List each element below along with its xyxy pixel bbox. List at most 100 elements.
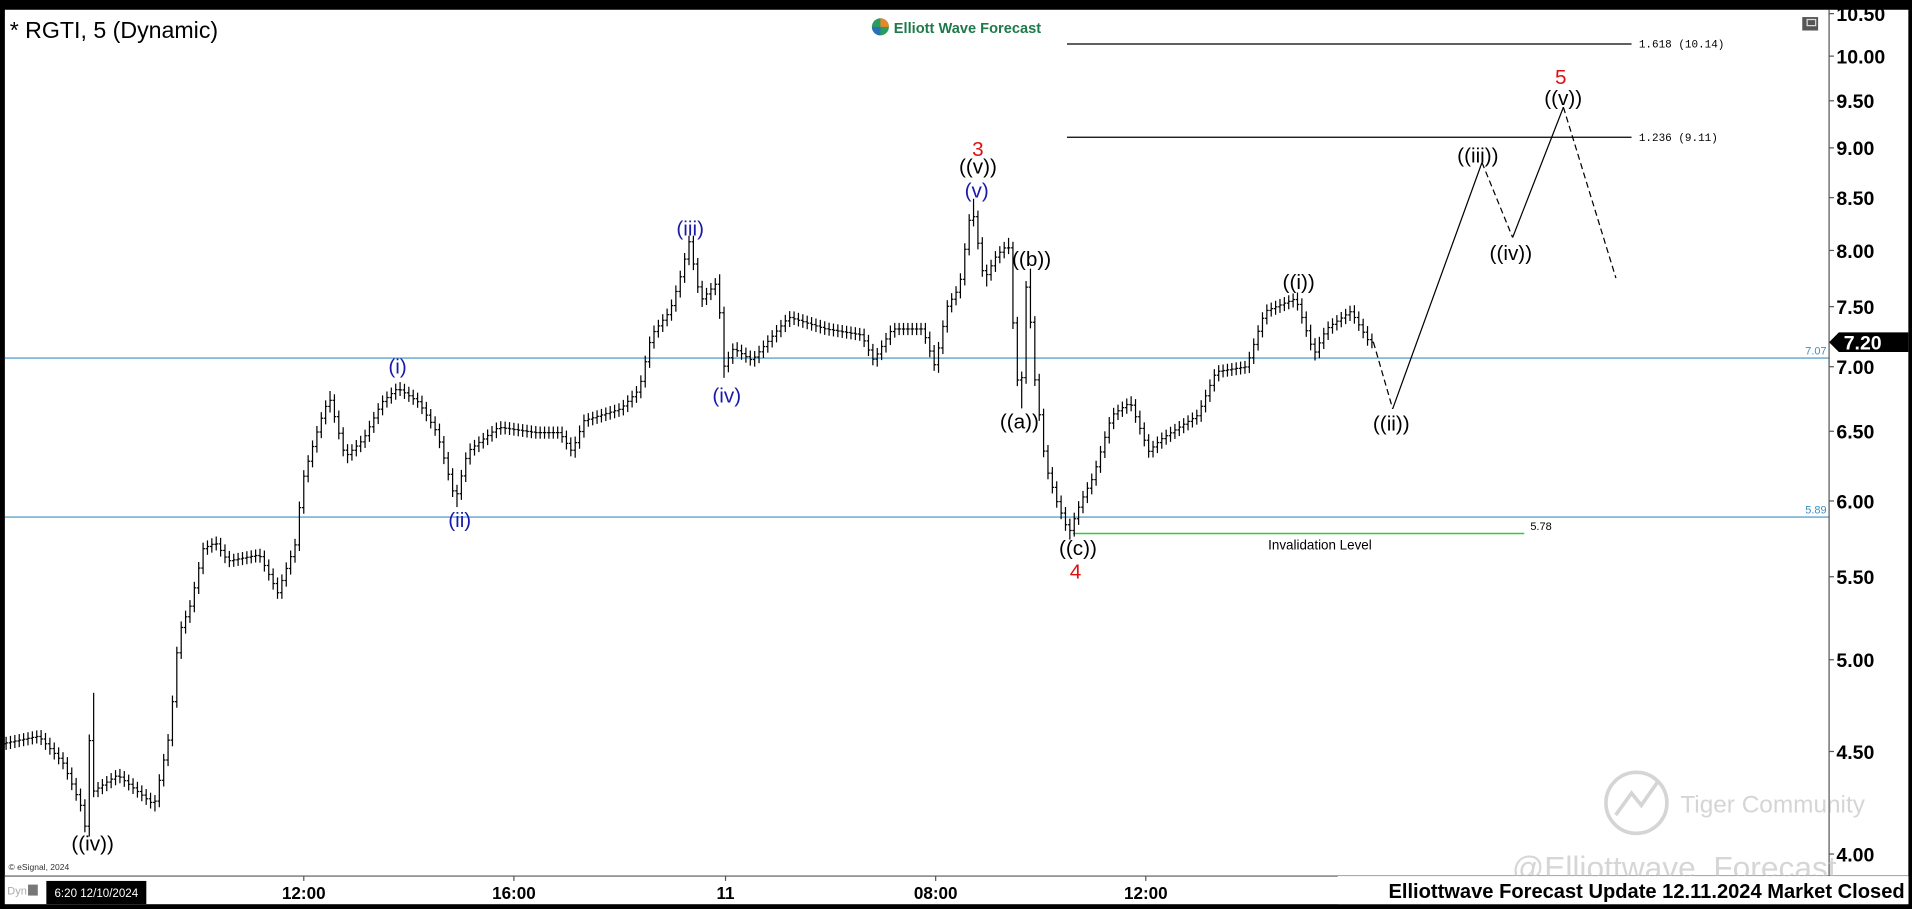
price-bar — [126, 774, 131, 791]
wave-label: ((b)) — [1012, 248, 1051, 271]
price-bar — [1089, 473, 1094, 495]
price-bar — [271, 568, 275, 590]
price-bar — [1317, 336, 1322, 359]
price-bars — [4, 198, 1374, 837]
price-bar — [83, 799, 87, 833]
price-bar — [1286, 295, 1291, 310]
price-bar — [787, 311, 792, 328]
price-bar — [1024, 281, 1028, 384]
price-bar — [21, 733, 26, 747]
price-bar — [818, 319, 823, 334]
projection-segment — [1481, 162, 1514, 238]
price-bar — [586, 413, 591, 427]
price-bar — [1321, 327, 1326, 350]
price-bar — [923, 322, 928, 344]
price-bar — [669, 299, 674, 321]
price-bar — [258, 548, 262, 563]
price-bar — [625, 395, 630, 413]
price-bar — [1356, 311, 1361, 331]
price-bar — [1050, 467, 1055, 494]
price-bar — [1094, 460, 1098, 486]
price-bar — [752, 350, 757, 367]
price-bar — [266, 559, 271, 581]
price-bar — [498, 421, 503, 435]
price-bar — [428, 409, 433, 429]
time-tick-label: 12:00 — [282, 884, 326, 903]
price-bar — [634, 386, 639, 403]
price-bar — [1260, 312, 1265, 338]
price-bar — [1251, 338, 1256, 364]
wave-labels: ((iv))(i)(ii)(iii)(iv)(v)((v))3((b))((a)… — [71, 66, 1582, 855]
price-bar — [472, 439, 477, 456]
price-bar — [1063, 506, 1068, 531]
price-bar — [280, 574, 284, 599]
price-bar — [967, 214, 971, 256]
price-bar — [516, 423, 521, 437]
price-bar — [805, 315, 810, 330]
price-bar — [74, 777, 78, 801]
price-bar — [984, 264, 989, 287]
price-bar — [1343, 308, 1348, 325]
fib-level-label: 1.236 (9.11) — [1639, 133, 1718, 145]
price-bar — [1278, 298, 1282, 313]
price-bar — [402, 383, 407, 399]
price-bar — [96, 781, 100, 798]
price-bar — [709, 282, 713, 301]
window-restore-icon[interactable] — [1802, 17, 1819, 31]
price-bar — [227, 550, 232, 568]
price-bar — [249, 550, 254, 564]
price-bar — [665, 308, 669, 327]
projection-segment — [1562, 107, 1617, 279]
price-bar — [240, 552, 245, 566]
price-bar — [840, 324, 845, 338]
price-bar — [691, 235, 696, 271]
price-bar — [551, 426, 556, 439]
price-bar — [520, 424, 525, 437]
price-bar — [1085, 482, 1090, 504]
price-bar — [336, 410, 341, 440]
price-bar — [1243, 360, 1247, 374]
price-bar — [56, 747, 61, 765]
price-bar — [61, 752, 65, 770]
price-bar — [1339, 311, 1344, 328]
price-bar — [577, 425, 582, 449]
price-bar — [503, 421, 507, 435]
price-bar — [319, 412, 324, 439]
wave-label: (iii) — [676, 217, 704, 240]
price-bar — [253, 549, 258, 563]
price-bar — [1103, 431, 1107, 459]
price-axis[interactable]: 10.50 10.00 9.50 9.00 8.50 8.00 7.50 7.00 6.50 6.… — [1829, 4, 1909, 866]
price-bar — [1194, 409, 1199, 425]
price-bar — [866, 334, 871, 357]
price-bar — [1361, 318, 1365, 339]
price-bar — [477, 436, 481, 453]
wave-label: (i) — [388, 355, 406, 378]
price-bar — [897, 322, 901, 336]
price-bar — [621, 399, 626, 416]
price-bar — [1015, 316, 1020, 387]
wave-label: (v) — [965, 180, 989, 203]
price-bar — [1159, 432, 1164, 449]
price-bar — [393, 383, 398, 400]
price-bar — [547, 426, 551, 439]
price-bar — [463, 452, 468, 483]
price-bar — [590, 411, 595, 426]
price-bar — [1011, 241, 1015, 330]
price-bar — [446, 451, 451, 481]
time-tick-label: 11 — [717, 884, 736, 903]
price-bar — [695, 257, 700, 293]
price-bar — [1146, 434, 1151, 458]
price-bar — [306, 455, 310, 483]
price-tick-label: 4.00 — [1836, 844, 1874, 866]
price-bar — [389, 387, 394, 404]
price-bar — [65, 757, 70, 780]
price-bar — [468, 443, 472, 465]
price-bar — [932, 345, 936, 371]
price-bar — [1216, 365, 1221, 382]
price-bar — [1168, 426, 1173, 442]
price-tick-label: 7.50 — [1836, 297, 1874, 319]
price-bar — [201, 542, 205, 575]
price-bar — [104, 776, 109, 792]
wave-label: ((a)) — [1000, 410, 1039, 433]
